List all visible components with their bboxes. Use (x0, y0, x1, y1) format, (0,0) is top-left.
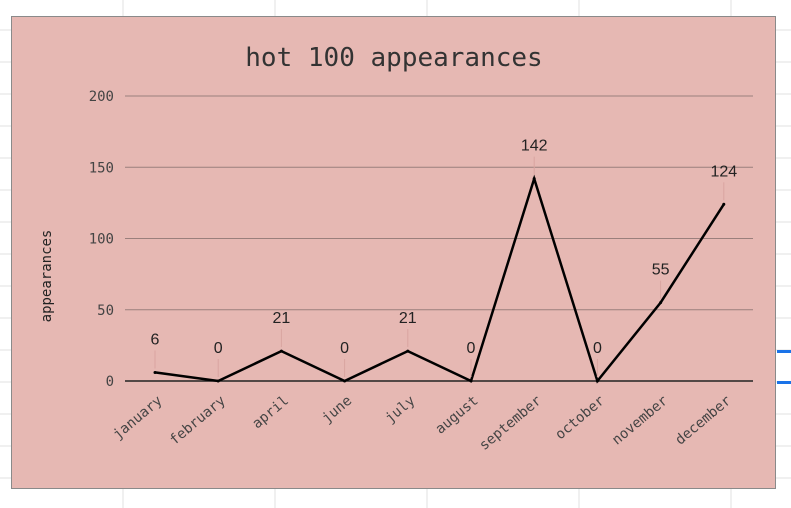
selection-handle-top[interactable] (777, 350, 791, 353)
data-point (153, 370, 157, 374)
data-point (343, 379, 347, 383)
chart-panel[interactable] (11, 16, 776, 489)
y-axis-label: appearances (39, 230, 55, 323)
data-point (469, 379, 473, 383)
data-point (595, 379, 599, 383)
data-label: 21 (399, 310, 417, 327)
data-label: 0 (467, 340, 476, 357)
data-point (659, 301, 663, 305)
x-tick-label: january (110, 393, 165, 443)
selection-handle-bottom[interactable] (777, 381, 791, 384)
data-point (532, 177, 536, 181)
data-label: 0 (340, 340, 349, 357)
chart-title: hot 100 appearances (245, 43, 542, 73)
data-point (722, 202, 726, 206)
x-tick-label: august (433, 393, 482, 438)
x-tick-label: july (382, 393, 418, 427)
x-tick-label: february (167, 393, 229, 449)
x-tick-label: september (476, 393, 544, 454)
data-label: 55 (652, 262, 670, 279)
x-tick-label: december (672, 393, 734, 449)
data-label: 124 (710, 163, 737, 180)
data-label: 0 (593, 340, 602, 357)
data-point (279, 349, 283, 353)
data-label: 6 (151, 331, 160, 348)
x-tick-label: april (249, 393, 292, 432)
data-label: 142 (521, 138, 548, 155)
data-point (406, 349, 410, 353)
y-tick-label: 150 (89, 160, 114, 176)
data-label: 21 (273, 310, 291, 327)
data-point (216, 379, 220, 383)
x-tick-label: november (609, 393, 671, 449)
y-tick-label: 0 (106, 374, 114, 390)
series-line (154, 174, 725, 384)
x-tick-label: june (319, 393, 355, 427)
data-label: 0 (214, 340, 223, 357)
y-tick-label: 200 (89, 89, 114, 105)
y-tick-label: 50 (97, 303, 114, 319)
x-tick-label: october (552, 393, 607, 443)
y-tick-label: 100 (89, 232, 114, 248)
